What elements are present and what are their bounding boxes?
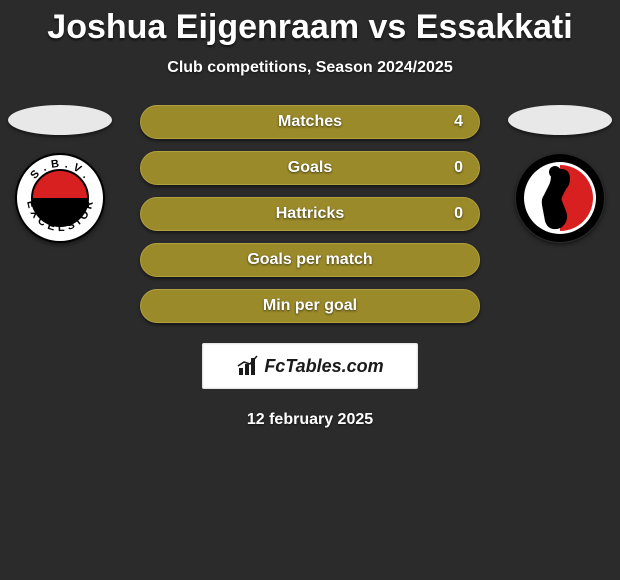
page-subtitle: Club competitions, Season 2024/2025	[0, 59, 620, 77]
snapshot-date: 12 february 2025	[0, 411, 620, 429]
page-title: Joshua Eijgenraam vs Essakkati	[0, 0, 620, 47]
club-badge-left: S . B . V . E X C E L S I O R	[15, 153, 105, 243]
stat-row-goals-per-match: Goals per match	[140, 243, 480, 277]
stat-label: Matches	[278, 113, 342, 131]
stat-label: Goals per match	[247, 251, 372, 269]
comparison-area: S . B . V . E X C E L S I O R Matches	[0, 105, 620, 429]
stat-row-hattricks: Hattricks 0	[140, 197, 480, 231]
club-right-badge-icon	[515, 153, 605, 243]
stat-value-right: 0	[454, 159, 463, 177]
stat-label: Goals	[288, 159, 332, 177]
player-right-col	[500, 105, 620, 243]
player-left-col: S . B . V . E X C E L S I O R	[0, 105, 120, 243]
stat-label: Min per goal	[263, 297, 357, 315]
club-badge-right	[515, 153, 605, 243]
excelsior-badge-icon: S . B . V . E X C E L S I O R	[15, 153, 105, 243]
stat-row-goals: Goals 0	[140, 151, 480, 185]
stat-row-min-per-goal: Min per goal	[140, 289, 480, 323]
stat-label: Hattricks	[276, 205, 344, 223]
player-right-photo-placeholder	[508, 105, 612, 135]
stat-value-right: 0	[454, 205, 463, 223]
brand-badge: FcTables.com	[202, 343, 418, 389]
stats-list: Matches 4 Goals 0 Hattricks 0 Goals per …	[140, 105, 480, 335]
stat-value-right: 4	[454, 113, 463, 131]
bar-chart-icon	[236, 354, 260, 378]
stat-row-matches: Matches 4	[140, 105, 480, 139]
player-left-photo-placeholder	[8, 105, 112, 135]
brand-text: FcTables.com	[264, 356, 383, 377]
